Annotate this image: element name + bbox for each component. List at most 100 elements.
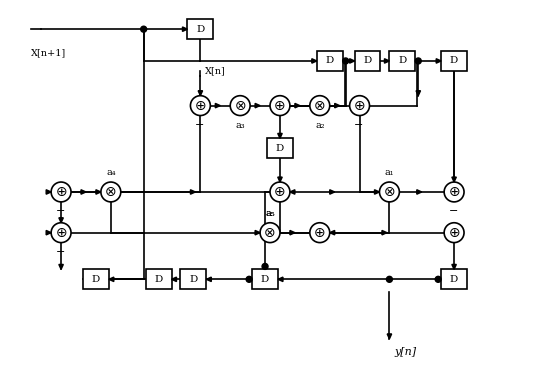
Bar [146, 269, 172, 289]
Text: ⊗: ⊗ [383, 185, 395, 199]
Polygon shape [190, 190, 195, 194]
Text: −: − [354, 120, 363, 129]
Text: ⊕: ⊕ [55, 185, 67, 199]
Text: D: D [450, 56, 458, 65]
Polygon shape [215, 103, 221, 108]
Circle shape [387, 276, 392, 282]
Polygon shape [290, 190, 295, 194]
Circle shape [262, 264, 268, 269]
Text: D: D [326, 56, 334, 65]
Polygon shape [329, 230, 335, 235]
Text: y[n]: y[n] [394, 347, 416, 357]
Text: −: − [56, 247, 65, 256]
Polygon shape [350, 59, 355, 63]
Bar [441, 51, 467, 71]
Bar [83, 269, 109, 289]
Text: a₅: a₅ [265, 209, 275, 218]
Text: D: D [398, 56, 406, 65]
Text: D: D [261, 275, 269, 284]
Text: ⊗: ⊗ [314, 99, 326, 113]
Text: ⊕: ⊕ [55, 226, 67, 240]
Bar [180, 269, 206, 289]
Text: a₁: a₁ [384, 168, 394, 177]
Polygon shape [183, 27, 188, 32]
Circle shape [230, 96, 250, 115]
Polygon shape [335, 103, 340, 108]
Polygon shape [452, 177, 456, 182]
Circle shape [444, 223, 464, 243]
Bar [188, 19, 213, 39]
Polygon shape [96, 190, 101, 194]
Text: ⊕: ⊕ [274, 99, 286, 113]
Text: a₂: a₂ [315, 120, 324, 129]
Circle shape [415, 58, 421, 64]
Text: D: D [276, 144, 284, 153]
Text: ⊗: ⊗ [234, 99, 246, 113]
Circle shape [141, 26, 147, 32]
Polygon shape [387, 334, 392, 339]
Polygon shape [382, 230, 387, 235]
Text: D: D [364, 56, 372, 65]
Text: X[n]: X[n] [205, 66, 226, 75]
Circle shape [246, 276, 252, 282]
Text: a₃: a₃ [235, 120, 245, 129]
Text: ⊕: ⊕ [354, 99, 365, 113]
Text: ⊗: ⊗ [264, 226, 276, 240]
Polygon shape [109, 277, 114, 282]
Bar [317, 51, 343, 71]
Polygon shape [452, 264, 456, 269]
Circle shape [310, 96, 329, 115]
Polygon shape [375, 190, 379, 194]
Circle shape [270, 182, 290, 202]
Polygon shape [59, 218, 63, 223]
Polygon shape [312, 59, 317, 63]
Circle shape [343, 58, 349, 64]
Text: a₅: a₅ [265, 209, 275, 218]
Circle shape [51, 182, 71, 202]
Polygon shape [290, 230, 295, 235]
Polygon shape [436, 59, 441, 63]
Text: X[n+1]: X[n+1] [31, 49, 67, 58]
Text: ⊕: ⊕ [448, 226, 460, 240]
Polygon shape [46, 230, 51, 235]
Bar [267, 138, 293, 158]
Polygon shape [384, 59, 389, 63]
Polygon shape [278, 177, 282, 182]
Circle shape [310, 223, 329, 243]
Bar [389, 51, 415, 71]
Text: −: − [195, 120, 204, 129]
Polygon shape [295, 103, 300, 108]
Polygon shape [278, 277, 283, 282]
Text: ⊗: ⊗ [105, 185, 117, 199]
Text: D: D [92, 275, 100, 284]
Text: ⊕: ⊕ [195, 99, 206, 113]
Circle shape [444, 182, 464, 202]
Circle shape [190, 96, 210, 115]
Polygon shape [198, 91, 202, 96]
Text: ⊕: ⊕ [314, 226, 326, 240]
Bar [355, 51, 381, 71]
Text: D: D [189, 275, 197, 284]
Polygon shape [255, 230, 260, 235]
Polygon shape [81, 190, 86, 194]
Text: −: − [56, 206, 65, 216]
Circle shape [51, 223, 71, 243]
Polygon shape [172, 277, 177, 282]
Text: −: − [448, 206, 458, 216]
Polygon shape [416, 91, 421, 96]
Polygon shape [59, 264, 63, 269]
Circle shape [379, 182, 399, 202]
Circle shape [270, 96, 290, 115]
Circle shape [350, 96, 370, 115]
Polygon shape [206, 277, 211, 282]
Circle shape [260, 223, 280, 243]
Polygon shape [417, 190, 422, 194]
Bar [252, 269, 278, 289]
Text: D: D [155, 275, 163, 284]
Polygon shape [278, 133, 282, 138]
Text: D: D [450, 275, 458, 284]
Text: D: D [196, 25, 205, 34]
Polygon shape [329, 190, 335, 194]
Polygon shape [255, 103, 260, 108]
Circle shape [101, 182, 121, 202]
